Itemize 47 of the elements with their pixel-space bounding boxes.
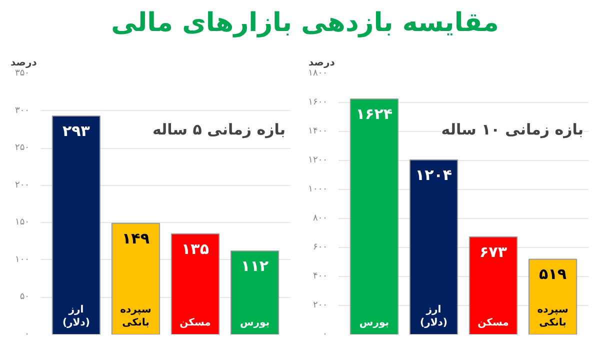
y-tick-label: ۸۰۰: [313, 214, 328, 224]
data-label: ۱۱۲: [241, 256, 269, 275]
data-label: ۱۶۲۴: [356, 105, 393, 124]
x-tick-label: سپرده بانکی: [120, 304, 152, 328]
y-tick-label: ۱۰۰۰: [308, 184, 328, 194]
data-label: ۵۱۹: [539, 265, 567, 284]
y-tick-label: ۶۰۰: [313, 242, 328, 252]
data-label: ۱۴۹: [122, 229, 150, 248]
y-tick-label: ۲۵۰: [15, 143, 30, 154]
y-tick-label: ۲۰۰: [15, 180, 30, 190]
y-tick-label: ۱۴۰۰: [308, 126, 328, 136]
bar: [170, 233, 220, 334]
chart-title: مقایسه بازدهی بازارهای مالی: [111, 7, 499, 40]
y-tick-label: ۱۰۰: [15, 254, 30, 265]
y-tick-label: ۱۲۰۰: [308, 156, 328, 166]
text: بازه زمانی ۵ ساله: [152, 120, 286, 138]
y-tick-label: ۰: [322, 330, 328, 340]
y-tick-label: ۲۰۰: [313, 300, 328, 310]
y-tick-label: ۱۶۰۰: [308, 98, 328, 108]
bar: [350, 98, 399, 334]
bar: [528, 258, 578, 334]
data-label: ۲۹۳: [62, 122, 90, 140]
data-label: ۶۷۳: [480, 242, 507, 261]
x-tick-label: بورس: [359, 318, 390, 328]
bar: [230, 250, 280, 334]
x-tick-label: ارز (دلار): [62, 304, 90, 328]
y-axis-title: درصد: [308, 58, 335, 68]
x-tick-label: مسکن: [180, 318, 211, 328]
y-tick-label: ۱۵۰: [15, 218, 30, 228]
y-tick-label: ۳۵۰: [15, 68, 30, 78]
y-tick-label: ۳۰۰: [15, 106, 30, 116]
x-tick-label: ارز (دلار): [420, 304, 448, 328]
x-tick-label: بورس: [240, 318, 270, 328]
y-axis-title: درصد: [10, 58, 37, 68]
bar: [468, 236, 518, 334]
text: بازه زمانی ۱۰ ساله: [441, 120, 584, 138]
y-tick-label: ۱۸۰۰: [308, 68, 328, 78]
y-tick-label: ۰: [24, 330, 30, 340]
x-tick-label: مسکن: [478, 318, 509, 328]
x-tick-label: سپرده بانکی: [537, 304, 569, 328]
bar: [111, 222, 160, 334]
y-tick-label: ۵۰: [20, 292, 30, 302]
y-tick-label: ۴۰۰: [313, 272, 328, 282]
data-label: ۱۲۰۴: [415, 166, 452, 184]
data-label: ۱۳۵: [182, 240, 209, 258]
bar: [52, 116, 101, 334]
bar: [409, 159, 458, 334]
